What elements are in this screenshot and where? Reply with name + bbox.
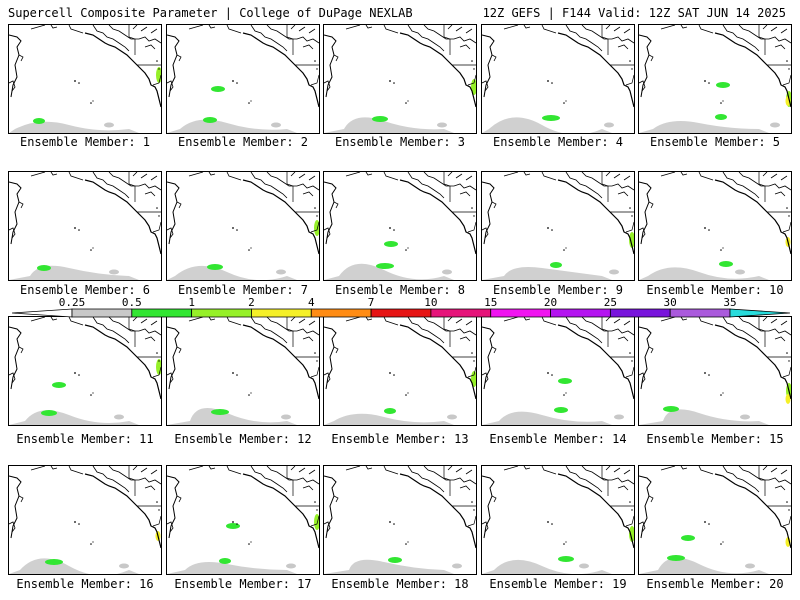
colorbar xyxy=(12,298,790,320)
colorbar-segment xyxy=(191,308,252,318)
ensemble-member-label: Ensemble Member: 9 xyxy=(492,283,624,297)
ensemble-member-label: Ensemble Member: 6 xyxy=(19,283,151,297)
ensemble-member-label: Ensemble Member: 18 xyxy=(331,577,469,591)
ensemble-map xyxy=(324,172,476,280)
colorbar-segment xyxy=(669,308,731,318)
ensemble-map-panel xyxy=(638,316,792,426)
colorbar-segment xyxy=(310,308,372,318)
colorbar-tick-label: 4 xyxy=(307,296,315,309)
ensemble-map-panel xyxy=(8,316,162,426)
ensemble-member-label: Ensemble Member: 19 xyxy=(489,577,627,591)
ensemble-map xyxy=(639,25,791,133)
colorbar-segment xyxy=(550,308,611,318)
ensemble-member-label: Ensemble Member: 12 xyxy=(174,432,312,446)
colorbar-tick-label: 25 xyxy=(603,296,617,309)
ensemble-map-panel xyxy=(638,171,792,281)
ensemble-map xyxy=(639,466,791,574)
colorbar-segment xyxy=(490,308,551,318)
colorbar-svg xyxy=(12,308,790,318)
ensemble-map-panel xyxy=(8,24,162,134)
ensemble-map xyxy=(167,317,319,425)
colorbar-segment xyxy=(609,308,671,318)
ensemble-member-label: Ensemble Member: 10 xyxy=(646,283,784,297)
ensemble-member-label: Ensemble Member: 13 xyxy=(331,432,469,446)
ensemble-map-panel xyxy=(323,171,477,281)
ensemble-member-label: Ensemble Member: 11 xyxy=(16,432,154,446)
ensemble-map-panel xyxy=(481,465,635,575)
colorbar-tick-label: 35 xyxy=(723,296,737,309)
ensemble-map xyxy=(482,25,634,133)
ensemble-map xyxy=(324,25,476,133)
ensemble-map-panel xyxy=(166,316,320,426)
colorbar-segment xyxy=(251,308,312,318)
ensemble-map-panel xyxy=(481,171,635,281)
colorbar-tick-label: 0.25 xyxy=(58,296,86,309)
ensemble-member-label: Ensemble Member: 2 xyxy=(177,135,309,149)
colorbar-tick-label: 1 xyxy=(188,296,195,309)
ensemble-map xyxy=(639,172,791,280)
ensemble-map xyxy=(9,466,161,574)
colorbar-tick-label: 20 xyxy=(543,296,558,309)
ensemble-member-label: Ensemble Member: 8 xyxy=(334,283,466,297)
ensemble-map-panel xyxy=(166,171,320,281)
ensemble-member-label: Ensemble Member: 20 xyxy=(646,577,784,591)
colorbar-segment xyxy=(71,308,133,318)
ensemble-map xyxy=(639,317,791,425)
ensemble-map xyxy=(482,317,634,425)
ensemble-member-label: Ensemble Member: 17 xyxy=(174,577,312,591)
ensemble-map-panel xyxy=(481,316,635,426)
ensemble-map-panel xyxy=(481,24,635,134)
header-left-title: Supercell Composite Parameter | College … xyxy=(8,6,413,20)
ensemble-map xyxy=(167,172,319,280)
colorbar-segment xyxy=(430,308,492,318)
ensemble-map xyxy=(324,317,476,425)
ensemble-map-panel xyxy=(8,171,162,281)
colorbar-tick-label: 30 xyxy=(663,296,677,309)
colorbar-tick-label: 2 xyxy=(248,296,255,309)
ensemble-map-panel xyxy=(166,465,320,575)
colorbar-tick-label: 7 xyxy=(367,296,375,309)
ensemble-map xyxy=(482,466,634,574)
ensemble-member-label: Ensemble Member: 14 xyxy=(489,432,627,446)
ensemble-map xyxy=(9,172,161,280)
colorbar-segment xyxy=(131,308,193,318)
colorbar-segment xyxy=(12,308,73,318)
ensemble-member-label: Ensemble Member: 4 xyxy=(492,135,624,149)
colorbar-segment xyxy=(729,308,790,318)
ensemble-member-label: Ensemble Member: 15 xyxy=(646,432,784,446)
ensemble-map-panel xyxy=(323,24,477,134)
ensemble-member-label: Ensemble Member: 1 xyxy=(19,135,151,149)
ensemble-map-panel xyxy=(638,24,792,134)
ensemble-map xyxy=(482,172,634,280)
ensemble-map-panel xyxy=(323,316,477,426)
ensemble-member-label: Ensemble Member: 5 xyxy=(649,135,781,149)
header-right-title: 12Z GEFS | F144 Valid: 12Z SAT JUN 14 20… xyxy=(482,6,786,20)
ensemble-map-panel xyxy=(166,24,320,134)
ensemble-member-label: Ensemble Member: 3 xyxy=(334,135,466,149)
ensemble-map xyxy=(324,466,476,574)
ensemble-map xyxy=(167,25,319,133)
colorbar-segment xyxy=(370,308,432,318)
ensemble-map xyxy=(167,466,319,574)
colorbar-tick-label: 15 xyxy=(484,296,498,309)
ensemble-map xyxy=(9,25,161,133)
ensemble-member-label: Ensemble Member: 7 xyxy=(177,283,309,297)
ensemble-map-panel xyxy=(8,465,162,575)
colorbar-tick-label: 10 xyxy=(424,296,438,309)
ensemble-member-label: Ensemble Member: 16 xyxy=(16,577,154,591)
ensemble-map-panel xyxy=(638,465,792,575)
ensemble-map-panel xyxy=(323,465,477,575)
colorbar-tick-label: 0.5 xyxy=(121,296,142,309)
ensemble-map xyxy=(9,317,161,425)
